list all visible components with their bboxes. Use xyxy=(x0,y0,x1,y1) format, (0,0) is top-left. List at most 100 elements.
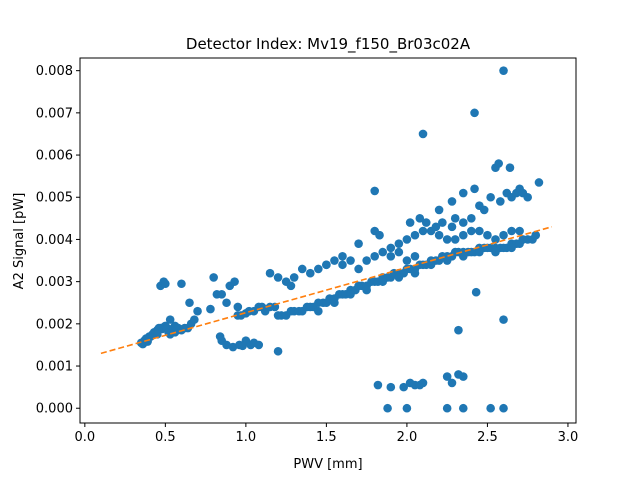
x-tick-label: 2.0 xyxy=(397,430,418,445)
y-axis: 0.000 0.001 0.002 0.003 0.004 0.005 0.006 0.007… xyxy=(36,64,80,417)
data-point xyxy=(330,298,339,308)
data-point xyxy=(354,239,363,248)
data-point xyxy=(523,192,532,202)
y-tick-label: 0.008 xyxy=(36,64,73,79)
data-point xyxy=(458,188,468,198)
data-point xyxy=(399,382,408,392)
data-point xyxy=(442,235,452,244)
data-point xyxy=(394,239,404,248)
data-point xyxy=(354,264,363,274)
data-point xyxy=(442,372,452,381)
data-point xyxy=(421,218,431,227)
data-point xyxy=(442,403,452,413)
data-point xyxy=(289,273,299,282)
data-point xyxy=(515,226,524,236)
data-point xyxy=(254,340,264,350)
data-point xyxy=(386,382,396,392)
data-point xyxy=(177,279,186,289)
data-point xyxy=(165,315,175,324)
data-point xyxy=(405,218,415,227)
data-point xyxy=(499,315,508,324)
data-point xyxy=(499,403,508,413)
data-point xyxy=(499,66,508,75)
data-point xyxy=(270,302,280,312)
data-point xyxy=(193,306,202,316)
data-point xyxy=(491,235,500,244)
plot-frame xyxy=(79,57,577,424)
data-point xyxy=(486,192,495,202)
data-point xyxy=(434,205,444,215)
data-point xyxy=(426,260,436,270)
data-point xyxy=(418,378,428,388)
y-tick-label: 0.004 xyxy=(36,233,73,248)
data-point xyxy=(330,256,339,265)
data-point xyxy=(471,287,481,297)
data-point xyxy=(496,197,505,206)
data-point xyxy=(483,230,492,240)
data-point xyxy=(447,222,457,232)
fit-line xyxy=(100,226,553,355)
data-point xyxy=(370,252,380,261)
data-point xyxy=(322,260,331,270)
data-point xyxy=(217,290,227,299)
data-point xyxy=(230,277,239,286)
data-point xyxy=(486,403,495,413)
data-point xyxy=(458,403,468,413)
data-point xyxy=(458,218,468,227)
x-axis: 0.0 0.5 1.0 1.5 2.0 2.5 3.0 xyxy=(74,423,578,445)
data-point xyxy=(373,380,383,390)
data-point xyxy=(505,163,515,173)
data-point xyxy=(338,252,347,261)
data-point xyxy=(375,230,384,240)
data-point xyxy=(338,260,347,270)
y-tick-label: 0.000 xyxy=(36,402,73,417)
y-tick-label: 0.001 xyxy=(36,360,73,375)
data-point xyxy=(222,298,231,308)
data-point xyxy=(450,235,460,244)
data-point xyxy=(447,197,457,206)
data-point xyxy=(170,321,180,331)
data-point xyxy=(362,256,371,265)
data-point xyxy=(475,226,484,236)
x-tick-label: 0.0 xyxy=(74,430,95,445)
data-point xyxy=(238,341,247,351)
data-point xyxy=(410,230,420,240)
chart-title: Detector Index: Mv19_f150_Br03c02A xyxy=(186,35,471,54)
x-tick-label: 2.5 xyxy=(477,430,498,445)
data-point xyxy=(265,268,275,278)
data-point xyxy=(402,235,412,244)
data-point xyxy=(386,252,396,261)
data-point xyxy=(346,290,355,299)
y-tick-label: 0.003 xyxy=(36,275,73,290)
data-point xyxy=(491,247,500,257)
data-point xyxy=(467,214,476,223)
data-point xyxy=(383,403,392,413)
data-point xyxy=(531,230,541,240)
y-tick-label: 0.006 xyxy=(36,149,73,164)
data-point xyxy=(479,205,489,215)
data-point xyxy=(305,268,315,278)
data-point xyxy=(470,108,479,118)
y-tick-label: 0.007 xyxy=(36,106,73,121)
data-point xyxy=(470,184,479,194)
data-point xyxy=(458,252,468,261)
x-tick-label: 0.5 xyxy=(155,430,176,445)
x-axis-label: PWV [mm] xyxy=(293,457,362,472)
data-point xyxy=(370,186,380,196)
data-point xyxy=(190,315,199,324)
data-point xyxy=(362,285,371,295)
y-axis-label: A2 Signal [pW] xyxy=(12,193,27,290)
data-point xyxy=(394,273,404,282)
data-point xyxy=(233,302,243,312)
data-point xyxy=(410,252,420,261)
data-point xyxy=(386,243,396,253)
data-point xyxy=(161,279,170,289)
y-tick-label: 0.002 xyxy=(36,317,73,332)
data-point xyxy=(534,178,544,187)
data-point xyxy=(499,230,508,240)
y-tick-label: 0.005 xyxy=(36,191,73,206)
data-point xyxy=(431,222,441,232)
data-point xyxy=(209,273,218,282)
data-point xyxy=(297,264,307,274)
